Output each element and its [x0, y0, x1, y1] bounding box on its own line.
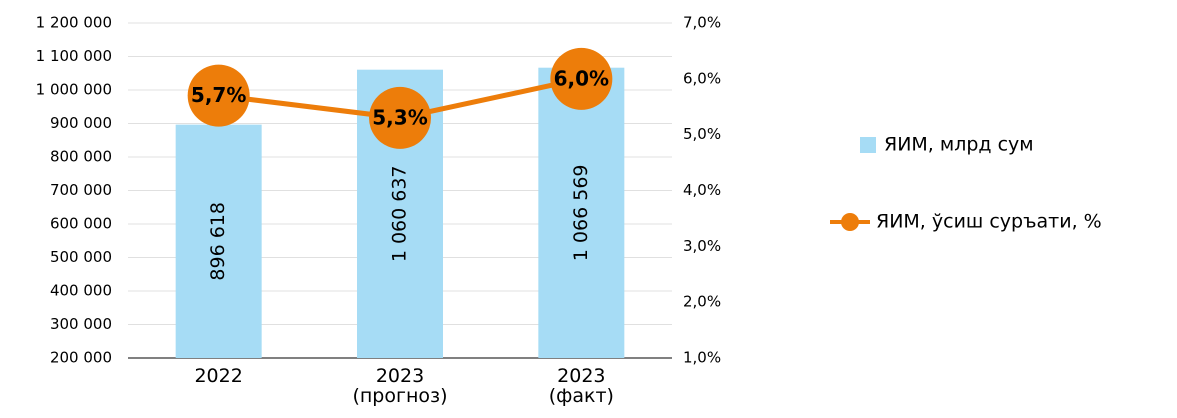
y-tick-label: 1 100 000	[36, 47, 112, 65]
y-tick-label: 400 000	[50, 282, 112, 300]
legend-label: ЯИМ, ўсиш суръати, %	[876, 211, 1102, 233]
y2-tick-label: 4,0%	[683, 181, 721, 199]
line-value-label: 5,7%	[191, 83, 246, 107]
line-marker	[550, 47, 613, 110]
y-tick-label: 800 000	[50, 148, 112, 166]
line-value-label: 5,3%	[372, 105, 427, 129]
y2-tick-label: 7,0%	[683, 14, 721, 32]
y2-tick-label: 2,0%	[683, 293, 721, 311]
legend-label: ЯИМ, млрд сум	[884, 134, 1034, 156]
bar	[538, 67, 625, 358]
bar-value-label: 896 618	[207, 202, 229, 281]
y-tick-label: 200 000	[50, 349, 112, 367]
y-tick-label: 600 000	[50, 215, 112, 233]
y-tick-label: 300 000	[50, 315, 112, 333]
y2-tick-label: 1,0%	[683, 349, 721, 367]
bar-value-label: 1 060 637	[389, 165, 411, 262]
y-tick-label: 900 000	[50, 114, 112, 132]
y-tick-label: 700 000	[50, 181, 112, 199]
line-marker	[187, 64, 250, 127]
line-marker	[369, 86, 431, 149]
y2-tick-label: 3,0%	[683, 237, 721, 255]
line-value-label: 6,0%	[554, 66, 609, 90]
x-tick-label: 2022	[194, 365, 243, 387]
y2-tick-label: 6,0%	[683, 69, 721, 87]
x-tick-label: 2023 (прогноз)	[352, 365, 448, 407]
y-tick-label: 500 000	[50, 248, 112, 266]
bar-value-label: 1 066 569	[570, 164, 592, 261]
y-tick-label: 1 000 000	[36, 81, 112, 99]
legend-swatch	[860, 137, 876, 153]
y-tick-label: 1 200 000	[36, 14, 112, 32]
legend-marker	[841, 213, 859, 231]
x-tick-label: 2023 (факт)	[548, 365, 614, 407]
bar	[175, 124, 262, 359]
y2-tick-label: 5,0%	[683, 125, 721, 143]
